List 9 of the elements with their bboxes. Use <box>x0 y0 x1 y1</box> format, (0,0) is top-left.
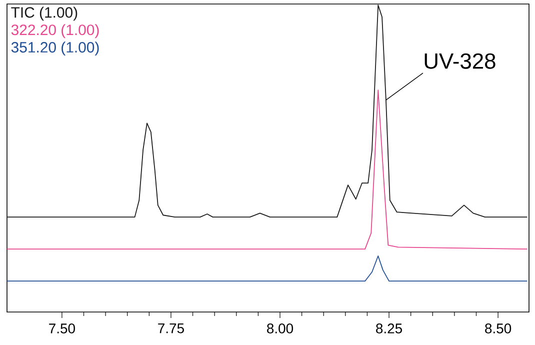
text: TIC (1.00) <box>11 6 78 21</box>
text: 351.20 (1.00) <box>11 42 99 56</box>
x-tick-label: 8.50 <box>485 324 512 334</box>
x-tick-label: 7.75 <box>158 324 184 334</box>
annotation: UV-328 <box>424 53 496 69</box>
text: 322.20 (1.00) <box>11 24 99 38</box>
x-tick-label: 7.50 <box>49 324 75 334</box>
x-tick-label: 8.25 <box>376 324 402 334</box>
x-tick-label: 8.00 <box>267 324 294 334</box>
